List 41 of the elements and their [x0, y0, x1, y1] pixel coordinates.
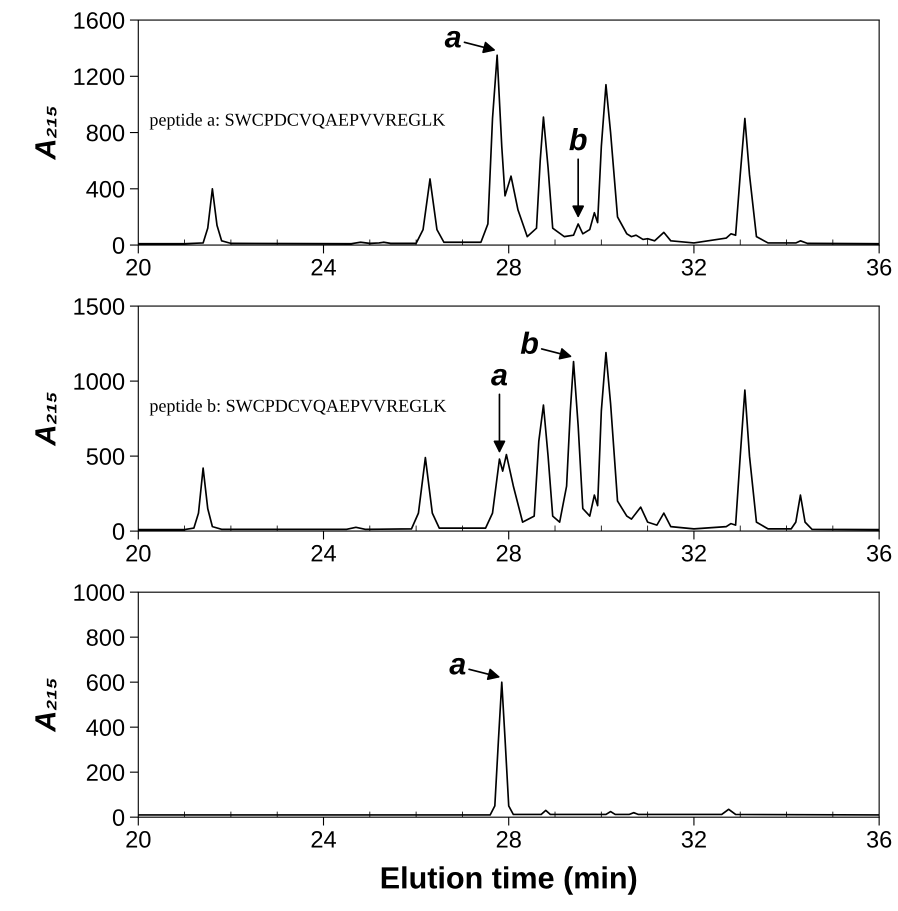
x-tick-label: 28	[496, 830, 521, 848]
annotation: peptide b: SWCPDCVQAEPVVREGLK	[150, 399, 446, 416]
y-tick-label: 800	[86, 124, 124, 142]
y-tick-label: 400	[86, 180, 124, 198]
y-tick-label: 200	[86, 764, 124, 781]
x-tick-label: 24	[312, 544, 336, 562]
annotation: a	[491, 368, 508, 386]
x-axis-title: Elution time (min)	[382, 866, 636, 895]
y-axis-title: A₂₁₅	[35, 392, 57, 446]
x-tick-label: 32	[682, 258, 706, 276]
y-tick-label: 1200	[74, 68, 124, 86]
annotation: b	[569, 128, 587, 150]
y-tick-label: 400	[86, 719, 124, 736]
annotation: b	[520, 332, 538, 354]
x-tick-label: 36	[866, 544, 892, 562]
y-tick-label: 1600	[74, 12, 124, 29]
annotation: peptide a: SWCPDCVQAEPVVREGLK	[150, 113, 446, 130]
x-tick-label: 28	[496, 258, 521, 276]
y-axis-title: A₂₁₅	[35, 678, 57, 732]
y-tick-label: 0	[112, 809, 124, 826]
y-tick-label: 0	[112, 237, 124, 254]
x-tick-label: 24	[312, 830, 336, 848]
x-tick-label: 20	[126, 544, 150, 562]
x-tick-label: 20	[126, 830, 150, 848]
x-tick-label: 24	[312, 258, 336, 276]
annotation: a	[444, 30, 461, 48]
x-tick-label: 32	[682, 544, 706, 562]
y-tick-label: 600	[86, 674, 124, 691]
y-tick-label: 500	[86, 448, 124, 465]
y-axis-title: A₂₁₅	[35, 106, 57, 160]
y-tick-label: 1000	[74, 373, 124, 390]
annotation: a	[449, 658, 466, 675]
y-tick-label: 0	[112, 523, 124, 540]
x-tick-label: 20	[126, 258, 150, 276]
x-tick-label: 36	[866, 830, 892, 848]
x-tick-label: 32	[682, 830, 706, 848]
x-tick-label: 36	[866, 258, 892, 276]
y-tick-label: 1000	[74, 584, 124, 601]
y-tick-label: 800	[86, 629, 124, 646]
x-tick-label: 28	[496, 544, 521, 562]
y-tick-label: 1500	[74, 298, 124, 315]
